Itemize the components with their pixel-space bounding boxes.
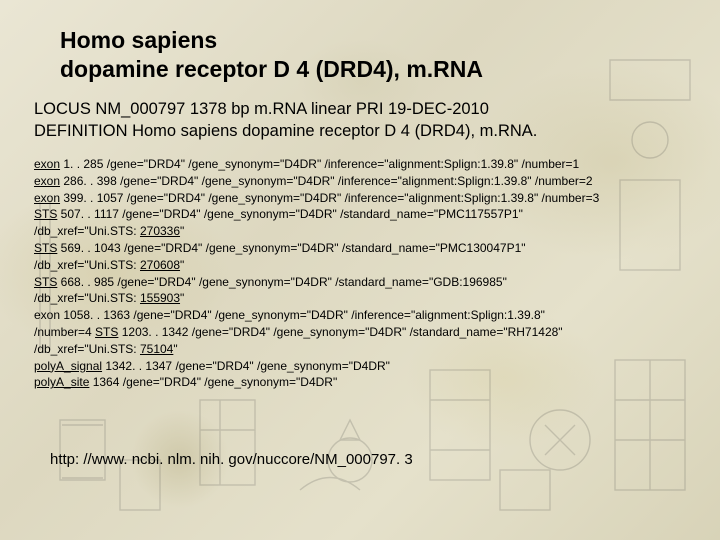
feature-line: exon 1058. . 1363 /gene="DRD4" /gene_syn…: [34, 307, 686, 324]
slide-content: Homo sapiens dopamine receptor D 4 (DRD4…: [0, 0, 720, 488]
title-line-1: Homo sapiens: [60, 27, 217, 53]
feature-link[interactable]: STS: [95, 325, 118, 339]
features-block: exon 1. . 285 /gene="DRD4" /gene_synonym…: [34, 156, 686, 391]
feature-link[interactable]: 155903: [140, 291, 180, 305]
feature-line: exon 286. . 398 /gene="DRD4" /gene_synon…: [34, 173, 686, 190]
feature-link[interactable]: 75104: [140, 342, 173, 356]
definition-line: DEFINITION Homo sapiens dopamine recepto…: [34, 120, 686, 142]
feature-line: /db_xref="Uni.STS: 270336": [34, 223, 686, 240]
feature-line: polyA_signal 1342. . 1347 /gene="DRD4" /…: [34, 358, 686, 375]
feature-line: /number=4 STS 1203. . 1342 /gene="DRD4" …: [34, 324, 686, 341]
feature-link[interactable]: 270608: [140, 258, 180, 272]
feature-link[interactable]: exon: [34, 157, 60, 171]
feature-link[interactable]: STS: [34, 207, 57, 221]
feature-line: exon 1. . 285 /gene="DRD4" /gene_synonym…: [34, 156, 686, 173]
feature-line: STS 668. . 985 /gene="DRD4" /gene_synony…: [34, 274, 686, 291]
feature-line: STS 507. . 1117 /gene="DRD4" /gene_synon…: [34, 206, 686, 223]
locus-definition-block: LOCUS NM_000797 1378 bp m.RNA linear PRI…: [34, 98, 686, 143]
feature-line: STS 569. . 1043 /gene="DRD4" /gene_synon…: [34, 240, 686, 257]
feature-line: /db_xref="Uni.STS: 75104": [34, 341, 686, 358]
page-title: Homo sapiens dopamine receptor D 4 (DRD4…: [60, 26, 686, 84]
feature-link[interactable]: polyA_signal: [34, 359, 102, 373]
feature-link[interactable]: STS: [34, 241, 57, 255]
feature-link[interactable]: exon: [34, 191, 60, 205]
feature-link[interactable]: 270336: [140, 224, 180, 238]
feature-link[interactable]: polyA_site: [34, 375, 89, 389]
feature-link[interactable]: exon: [34, 174, 60, 188]
title-line-2: dopamine receptor D 4 (DRD4), m.RNA: [60, 56, 483, 82]
source-url: http: //www. ncbi. nlm. nih. gov/nuccore…: [50, 451, 686, 468]
feature-line: /db_xref="Uni.STS: 155903": [34, 290, 686, 307]
feature-line: polyA_site 1364 /gene="DRD4" /gene_synon…: [34, 374, 686, 391]
locus-line: LOCUS NM_000797 1378 bp m.RNA linear PRI…: [34, 98, 686, 120]
feature-line: exon 399. . 1057 /gene="DRD4" /gene_syno…: [34, 190, 686, 207]
feature-link[interactable]: STS: [34, 275, 57, 289]
feature-line: /db_xref="Uni.STS: 270608": [34, 257, 686, 274]
